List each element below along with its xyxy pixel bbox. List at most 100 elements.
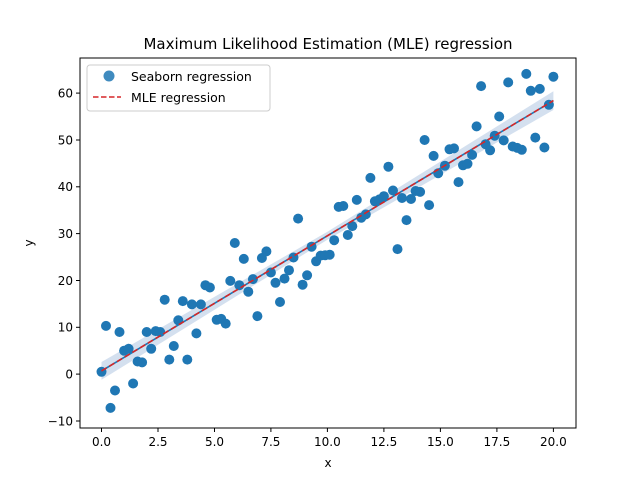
x-tick-label: 15.0 [427,435,454,449]
data-point [177,296,188,307]
data-point [182,354,193,365]
x-tick-label: 12.5 [371,435,398,449]
data-point [525,85,536,96]
data-point [449,143,459,154]
data-point [530,132,541,143]
legend-box [86,64,271,112]
x-tick-label: 5.0 [205,435,224,449]
x-tick-label: 7.5 [261,435,280,449]
plot-frame [79,57,577,429]
data-point [338,201,349,211]
chart-title: Maximum Likelihood Estimation (MLE) regr… [143,35,512,53]
data-point [105,402,116,413]
data-point [229,238,240,248]
data-point [159,294,170,305]
data-point [388,185,398,196]
data-point [265,267,276,278]
data-point [195,299,206,310]
data-point [397,193,407,203]
data-point [419,135,430,145]
y-tick-label: 0 [65,367,73,381]
y-tick-label: 60 [58,86,73,100]
y-tick-label: 50 [58,133,73,147]
y-tick-label: 40 [58,180,73,194]
data-point [141,327,152,337]
legend-marker-scatter [103,70,115,82]
data-point [225,275,236,286]
data-point [302,270,313,281]
x-tick-label: 10.0 [314,435,341,449]
data-point [220,318,231,329]
x-tick-label: 17.5 [484,435,511,449]
data-point [324,249,335,260]
data-point [275,297,285,307]
data-point [351,194,362,205]
data-point [406,194,416,204]
legend-label-mle: MLE regression [131,90,226,105]
data-point [342,230,353,240]
x-axis-label: x [324,456,331,470]
legend: Seaborn regression MLE regression [86,64,271,112]
y-tick-label: 20 [58,274,73,288]
data-point [279,273,290,284]
data-point [191,328,202,339]
legend-label-seaborn: Seaborn regression [131,69,252,84]
data-point [365,172,376,183]
data-point [498,135,509,146]
data-point [415,186,426,197]
data-point [114,327,125,337]
x-tick-label: 2.5 [148,435,167,449]
data-point [401,215,412,226]
data-point [110,385,120,396]
y-axis-ticks: −10 0 10 20 30 40 50 60 [48,86,80,428]
data-point [252,311,263,322]
data-point [516,144,527,155]
data-point [476,81,487,92]
data-point [293,213,304,224]
y-tick-label: 30 [58,227,73,241]
data-point [471,121,482,132]
data-point [462,158,473,169]
data-point [453,177,464,188]
data-point [137,357,148,368]
data-point [539,142,550,153]
data-point [424,200,435,211]
y-tick-label: −10 [48,414,73,428]
data-point [521,68,532,79]
data-point [494,111,505,122]
data-point [270,277,281,288]
data-point [186,299,197,310]
data-point [534,83,545,94]
data-point [243,286,254,297]
data-point [392,244,403,255]
data-point [168,341,179,351]
data-point [146,343,157,354]
data-point [204,282,215,293]
data-point [123,343,134,354]
data-point [284,265,294,276]
data-point [164,354,175,365]
data-point [548,71,559,82]
data-point [347,221,358,232]
y-tick-label: 10 [58,321,73,335]
x-tick-label: 0.0 [92,435,111,449]
data-point [485,145,496,156]
data-point [329,235,340,246]
regression-lines-layer [101,99,554,372]
x-axis-ticks: 0.0 2.5 5.0 7.5 10.0 12.5 15.0 17.5 20.0 [92,428,567,449]
mle-regression-line [101,99,554,372]
data-point [378,191,389,202]
data-points-layer [96,68,559,413]
data-point [503,77,514,88]
data-point [297,279,308,290]
data-point [428,150,439,161]
data-point [261,246,272,257]
data-point [383,161,394,172]
data-point [101,320,111,331]
x-tick-label: 20.0 [540,435,567,449]
y-axis-label: y [22,239,36,246]
data-point [467,149,478,160]
data-point [128,378,139,389]
